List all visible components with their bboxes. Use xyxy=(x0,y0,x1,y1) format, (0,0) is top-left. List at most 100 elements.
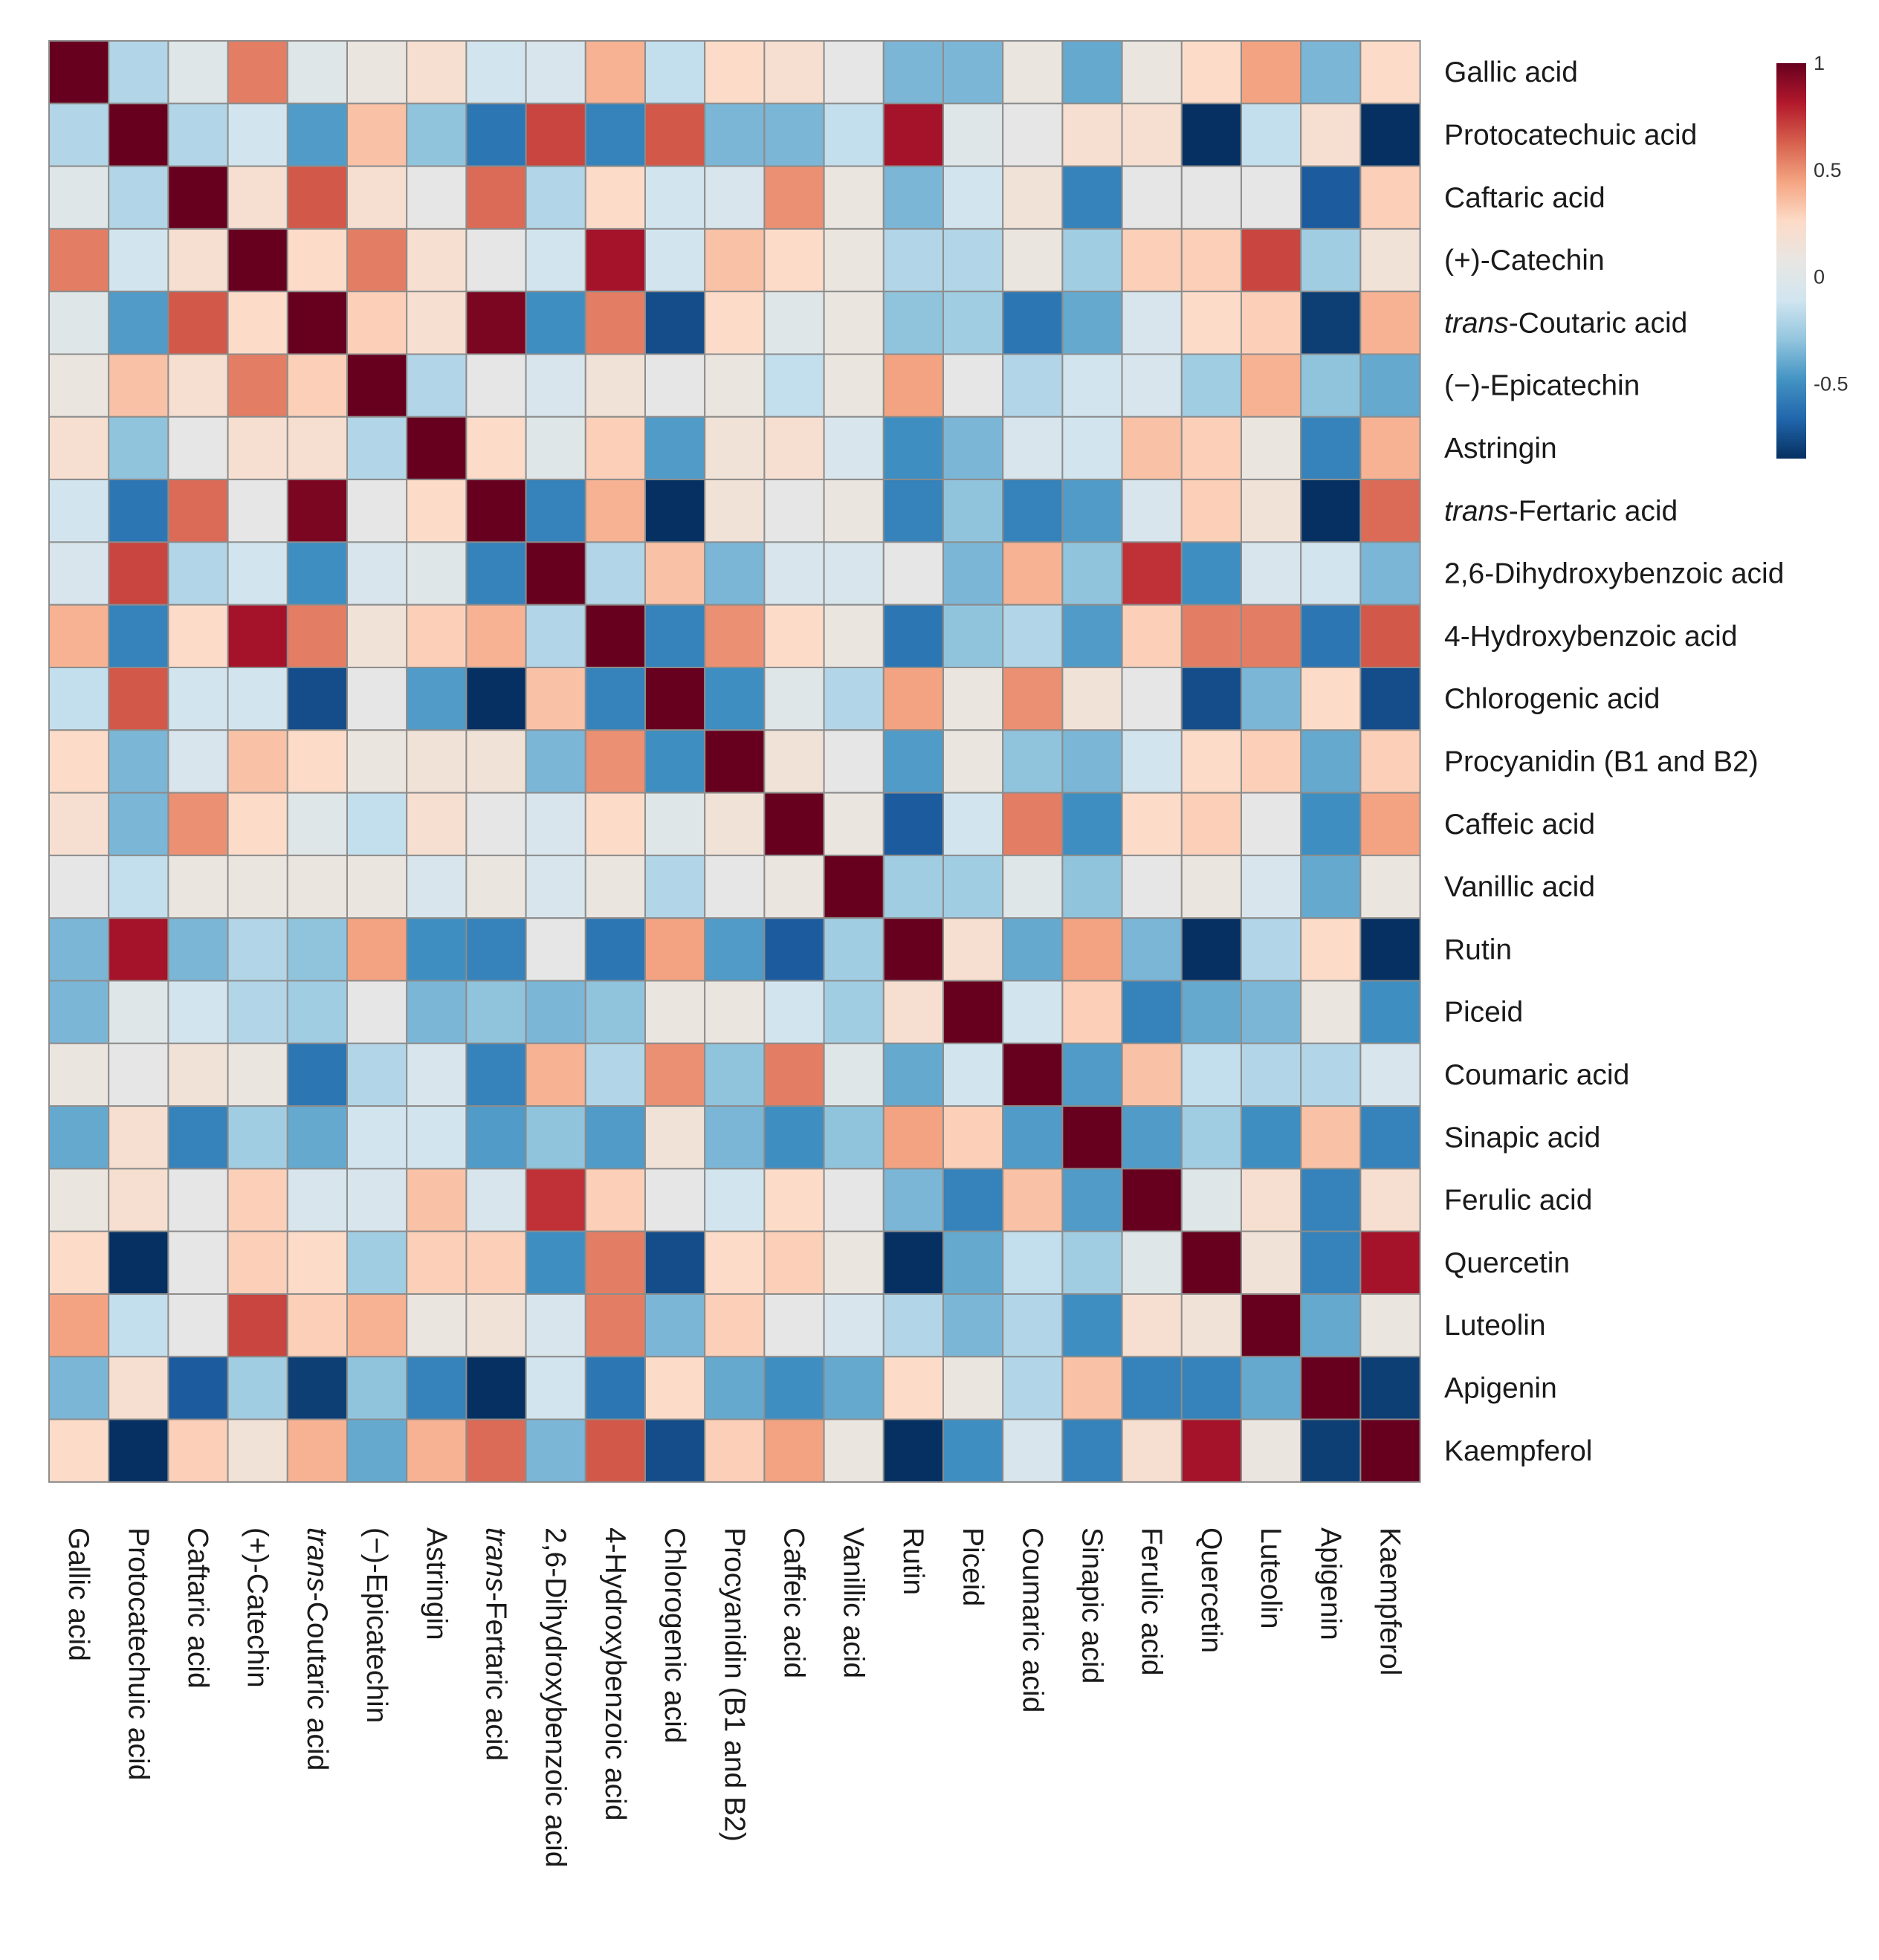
heatmap-cell-r6-c22 xyxy=(1359,415,1421,481)
heatmap-cell-r22-c1 xyxy=(108,1418,169,1483)
heatmap-cell-r0-c12 xyxy=(763,40,825,105)
heatmap-cell-r12-c7 xyxy=(465,792,527,856)
heatmap-cell-r20-c15 xyxy=(942,1293,1004,1358)
heatmap-cell-r19-c13 xyxy=(823,1230,884,1295)
heatmap-cell-r16-c22 xyxy=(1359,1042,1421,1107)
heatmap-cell-r21-c13 xyxy=(823,1356,884,1420)
row-label-trans-fertaric-acid: trans-Fertaric acid xyxy=(1444,495,1678,527)
heatmap-cell-r15-c16 xyxy=(1002,980,1064,1044)
heatmap-cell-r15-c13 xyxy=(823,980,884,1044)
heatmap-cell-r5-c0 xyxy=(48,353,110,418)
heatmap-cell-r15-c19 xyxy=(1180,980,1243,1044)
colorbar-tick-label: 1 xyxy=(1814,52,1825,74)
heatmap-cell-r2-c3 xyxy=(227,165,288,230)
heatmap-cell-r21-c0 xyxy=(48,1356,110,1420)
heatmap-cell-r3-c1 xyxy=(108,227,169,293)
heatmap-cell-r4-c8 xyxy=(525,291,586,355)
heatmap-cell-r13-c22 xyxy=(1359,854,1421,919)
heatmap-cell-r7-c9 xyxy=(584,479,646,543)
heatmap-cell-r20-c18 xyxy=(1121,1293,1183,1358)
heatmap-cell-r7-c11 xyxy=(704,479,766,543)
heatmap-cell-r16-c6 xyxy=(406,1042,468,1107)
heatmap-cell-r13-c4 xyxy=(286,854,348,919)
heatmap-cell-r3-c10 xyxy=(644,227,706,293)
heatmap-cell-r2-c6 xyxy=(406,165,468,230)
heatmap-cell-r12-c21 xyxy=(1300,792,1362,856)
heatmap-cell-r3-c16 xyxy=(1002,227,1064,293)
heatmap-cell-r15-c15 xyxy=(942,980,1004,1044)
heatmap-cell-r20-c1 xyxy=(108,1293,169,1358)
heatmap-cell-r8-c2 xyxy=(167,541,229,606)
heatmap-cell-r6-c2 xyxy=(167,415,229,481)
row-label-chlorogenic-acid: Chlorogenic acid xyxy=(1444,683,1660,715)
row-labels: Gallic acid Protocatechuic acid Caftaric a… xyxy=(1444,56,1784,1467)
row-label-astringin: Astringin xyxy=(1444,432,1557,464)
row-label-catechin: (+)-Catechin xyxy=(1444,245,1605,276)
heatmap-cell-r0-c3 xyxy=(227,40,288,105)
heatmap-cell-r18-c3 xyxy=(227,1168,288,1232)
heatmap-cell-r3-c18 xyxy=(1121,227,1183,293)
row-label-coumaric-acid: Coumaric acid xyxy=(1444,1058,1629,1090)
heatmap-cell-r19-c12 xyxy=(763,1230,825,1295)
heatmap-cell-r18-c11 xyxy=(704,1168,766,1232)
heatmap-cell-r17-c11 xyxy=(704,1105,766,1170)
heatmap-cell-r13-c19 xyxy=(1180,854,1243,919)
heatmap-cell-r1-c4 xyxy=(286,103,348,167)
heatmap-cell-r0-c14 xyxy=(882,40,945,105)
heatmap-cell-r16-c14 xyxy=(882,1042,945,1107)
heatmap-cell-r15-c20 xyxy=(1241,980,1302,1044)
heatmap-cell-r20-c5 xyxy=(346,1293,408,1358)
column-label-2-6-dihydroxybenzoic-acid: 2,6-Dihydroxybenzoic acid xyxy=(540,1527,572,1867)
column-label-piceid: Piceid xyxy=(957,1527,989,1606)
heatmap-cell-r1-c14 xyxy=(882,103,945,167)
heatmap-cell-r3-c9 xyxy=(584,227,646,293)
heatmap-cell-r10-c13 xyxy=(823,667,884,731)
heatmap-cell-r18-c9 xyxy=(584,1168,646,1232)
heatmap-cell-r20-c6 xyxy=(406,1293,468,1358)
heatmap-cell-r4-c4 xyxy=(286,291,348,355)
heatmap-cell-r22-c5 xyxy=(346,1418,408,1483)
heatmap-cell-r20-c21 xyxy=(1300,1293,1362,1358)
heatmap-cell-r7-c19 xyxy=(1180,479,1243,543)
heatmap-cell-r6-c9 xyxy=(584,415,646,481)
heatmap-cell-r9-c17 xyxy=(1061,604,1123,669)
heatmap-cell-r4-c18 xyxy=(1121,291,1183,355)
heatmap-cell-r3-c6 xyxy=(406,227,468,293)
heatmap-cell-r14-c4 xyxy=(286,917,348,982)
heatmap-cell-r10-c11 xyxy=(704,667,766,731)
heatmap-cell-r6-c13 xyxy=(823,415,884,481)
heatmap-cell-r17-c1 xyxy=(108,1105,169,1170)
heatmap-cell-r16-c4 xyxy=(286,1042,348,1107)
heatmap-cell-r6-c12 xyxy=(763,415,825,481)
heatmap-cell-r11-c8 xyxy=(525,729,586,794)
heatmap-cell-r14-c1 xyxy=(108,917,169,982)
column-label-quercetin: Quercetin xyxy=(1195,1527,1227,1653)
heatmap-cell-r18-c18 xyxy=(1121,1168,1183,1232)
heatmap-cell-r4-c6 xyxy=(406,291,468,355)
heatmap-cell-r3-c2 xyxy=(167,227,229,293)
column-label-coumaric-acid: Coumaric acid xyxy=(1017,1527,1049,1712)
heatmap-cell-r2-c9 xyxy=(584,165,646,230)
heatmap-cell-r11-c14 xyxy=(882,729,945,794)
heatmap-cell-r11-c20 xyxy=(1241,729,1302,794)
heatmap-cell-r8-c9 xyxy=(584,541,646,606)
heatmap-cell-r12-c10 xyxy=(644,792,706,856)
heatmap-cell-r12-c19 xyxy=(1180,792,1243,856)
column-labels: Gallic acid Protocatechuic acid Caftaric a… xyxy=(63,1527,1406,1867)
heatmap-cell-r14-c16 xyxy=(1002,917,1064,982)
heatmap-cell-r1-c16 xyxy=(1002,103,1064,167)
heatmap-cell-r13-c15 xyxy=(942,854,1004,919)
heatmap-cell-r18-c20 xyxy=(1241,1168,1302,1232)
heatmap-cell-r16-c2 xyxy=(167,1042,229,1107)
heatmap-cell-r2-c7 xyxy=(465,165,527,230)
heatmap-cell-r4-c9 xyxy=(584,291,646,355)
heatmap-cell-r15-c11 xyxy=(704,980,766,1044)
heatmap-cell-r17-c13 xyxy=(823,1105,884,1170)
heatmap-cell-r14-c12 xyxy=(763,917,825,982)
heatmap-cell-r0-c5 xyxy=(346,40,408,105)
heatmap-cell-r14-c15 xyxy=(942,917,1004,982)
heatmap-cell-r17-c17 xyxy=(1061,1105,1123,1170)
heatmap-cell-r8-c6 xyxy=(406,541,468,606)
heatmap-cell-r11-c19 xyxy=(1180,729,1243,794)
